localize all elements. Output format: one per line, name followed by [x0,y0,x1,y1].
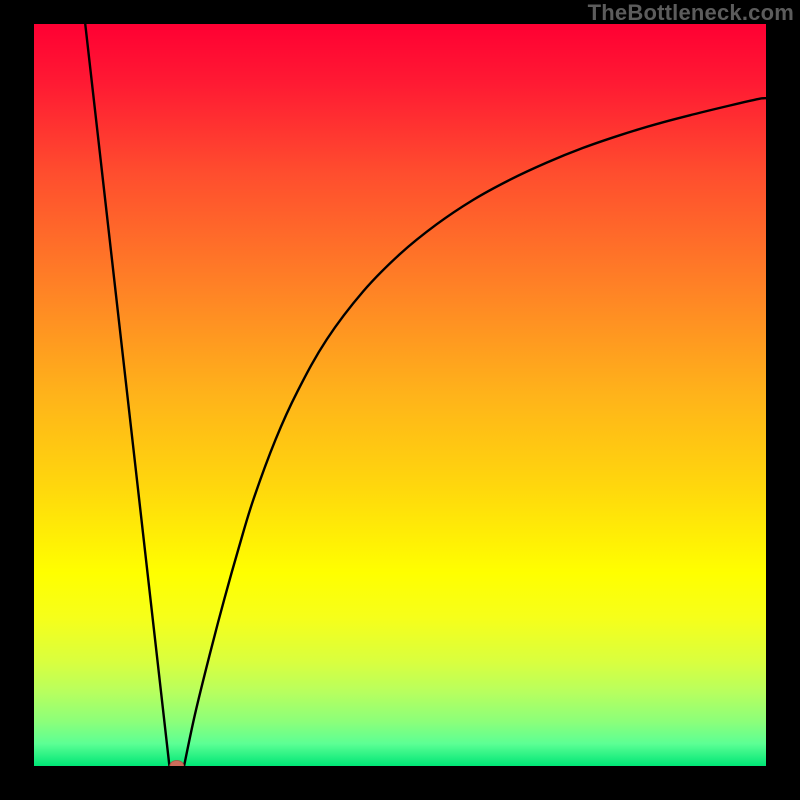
plot-area [34,24,766,766]
chart-svg [0,0,800,800]
chart-stage: TheBottleneck.com [0,0,800,800]
